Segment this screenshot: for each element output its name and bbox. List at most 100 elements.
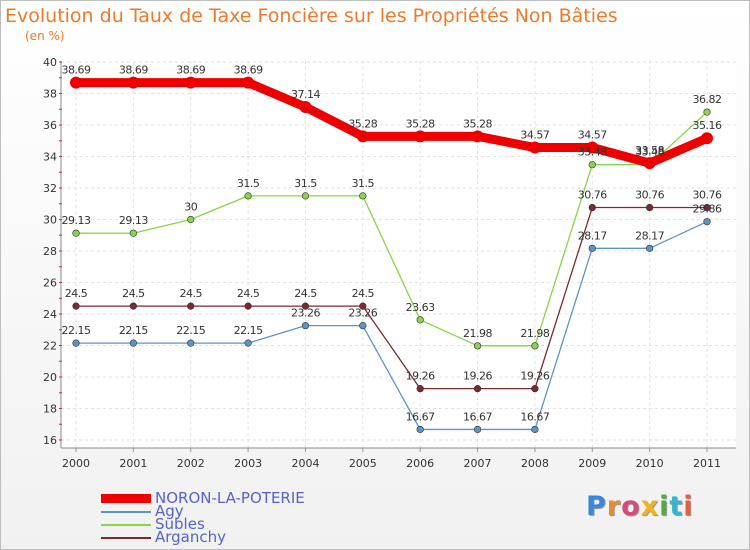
- data-point: [473, 385, 482, 393]
- proxiti-logo: Proxiti: [586, 491, 694, 522]
- data-point: [129, 302, 137, 310]
- data-point: [187, 339, 195, 347]
- data-label: 29.13: [119, 214, 148, 227]
- series-line: [75, 206, 708, 390]
- data-label: 33.58: [635, 144, 664, 157]
- data-label: 29.13: [62, 214, 91, 227]
- y-tick-label: 24: [43, 308, 57, 321]
- grid-lines: [61, 61, 736, 448]
- data-point: [703, 203, 711, 212]
- data-label: 38.69: [234, 64, 263, 77]
- data-point: [588, 161, 596, 169]
- y-tick-label: 18: [43, 403, 57, 416]
- data-point: [416, 425, 424, 434]
- x-tick-label: 2003: [234, 457, 262, 470]
- data-label: 22.15: [62, 324, 91, 337]
- data-label: 36.82: [693, 93, 722, 106]
- series-line: [75, 221, 708, 431]
- y-tick-label: 30: [43, 214, 57, 227]
- data-label: 38.69: [62, 64, 91, 77]
- data-point: [528, 141, 541, 154]
- data-label: 23.26: [348, 307, 377, 320]
- x-tick-label: 2005: [349, 457, 377, 470]
- x-tick-label: 2011: [693, 457, 721, 470]
- data-label: 33.48: [578, 146, 607, 159]
- data-label: 31.5: [237, 177, 260, 190]
- data-labels: 38.69 38.69 38.69 38.69 37.14 35.28 35.28 35.28…: [62, 64, 723, 424]
- data-label: 19.26: [406, 370, 435, 383]
- data-label: 31.5: [352, 177, 375, 190]
- data-point: [643, 157, 656, 170]
- legend-swatch: [101, 524, 151, 526]
- data-label: 23.63: [406, 301, 435, 314]
- data-point: [299, 101, 312, 114]
- data-point: [473, 342, 482, 350]
- legend-label: NORON-LA-POTERIE: [155, 489, 305, 507]
- y-tick-label: 20: [43, 371, 57, 384]
- data-label: 34.57: [520, 129, 549, 142]
- x-tick-label: 2000: [62, 457, 90, 470]
- data-point: [301, 302, 310, 310]
- data-label: 31.5: [294, 177, 317, 190]
- data-point: [129, 229, 137, 237]
- data-label: 30.76: [578, 189, 607, 202]
- y-tick-label: 38: [43, 88, 57, 101]
- data-label: 24.5: [122, 287, 145, 300]
- data-point: [359, 322, 367, 330]
- series-subles: [72, 108, 711, 350]
- data-point: [127, 76, 140, 89]
- data-label: 19.26: [520, 370, 549, 383]
- legend-label: Agy: [155, 502, 184, 520]
- data-point: [473, 425, 482, 434]
- data-point: [701, 132, 713, 145]
- y-tick-label: 16: [43, 434, 57, 447]
- data-point: [129, 339, 137, 347]
- data-point: [72, 339, 80, 347]
- data-label: 30.76: [693, 189, 722, 202]
- chart-subtitle: (en %): [25, 29, 65, 43]
- data-point: [244, 192, 252, 200]
- data-point: [301, 322, 310, 330]
- data-label: 24.5: [179, 287, 202, 300]
- data-label: 24.5: [65, 287, 88, 300]
- y-tick-label: 22: [43, 340, 57, 353]
- data-label: 34.57: [578, 129, 607, 142]
- data-point: [414, 130, 427, 143]
- data-point: [646, 203, 654, 212]
- data-point: [588, 244, 596, 252]
- series-line: [75, 111, 708, 347]
- data-point: [359, 192, 367, 200]
- data-label: 35.28: [406, 117, 435, 130]
- data-label: 37.14: [291, 88, 320, 101]
- series-noron-la-poterie: [70, 76, 713, 170]
- data-label: 22.15: [119, 324, 148, 337]
- legend-label: Arganchy: [155, 528, 227, 546]
- data-point: [242, 76, 255, 89]
- data-label: 16.67: [520, 410, 549, 423]
- series-lines: [70, 76, 713, 434]
- data-label: 16.67: [463, 410, 492, 423]
- data-label: 35.16: [693, 119, 722, 132]
- data-label: 35.28: [348, 117, 377, 130]
- data-label: 21.98: [520, 327, 549, 340]
- axes: 16 18 20 22 24 26 28 30 32 34 36 38 40 2000 2001 2002 20…: [43, 56, 736, 470]
- x-tick-label: 2006: [406, 457, 434, 470]
- data-label: 23.26: [291, 307, 320, 320]
- x-tick-label: 2001: [119, 457, 147, 470]
- series-agy: [72, 218, 711, 434]
- data-point: [244, 339, 252, 347]
- data-point: [646, 244, 654, 252]
- x-tick-label: 2002: [177, 457, 205, 470]
- data-point: [244, 302, 252, 310]
- data-label: 35.28: [463, 117, 492, 130]
- y-tick-label: 36: [43, 119, 57, 132]
- series-arganchy: [72, 203, 711, 393]
- y-tick-label: 40: [43, 56, 57, 69]
- data-label: 38.69: [176, 64, 205, 77]
- legend-swatch: [101, 537, 151, 539]
- data-point: [187, 215, 195, 224]
- data-point: [531, 425, 539, 434]
- legend-label: Subles: [155, 515, 205, 533]
- x-tick-label: 2007: [464, 457, 492, 470]
